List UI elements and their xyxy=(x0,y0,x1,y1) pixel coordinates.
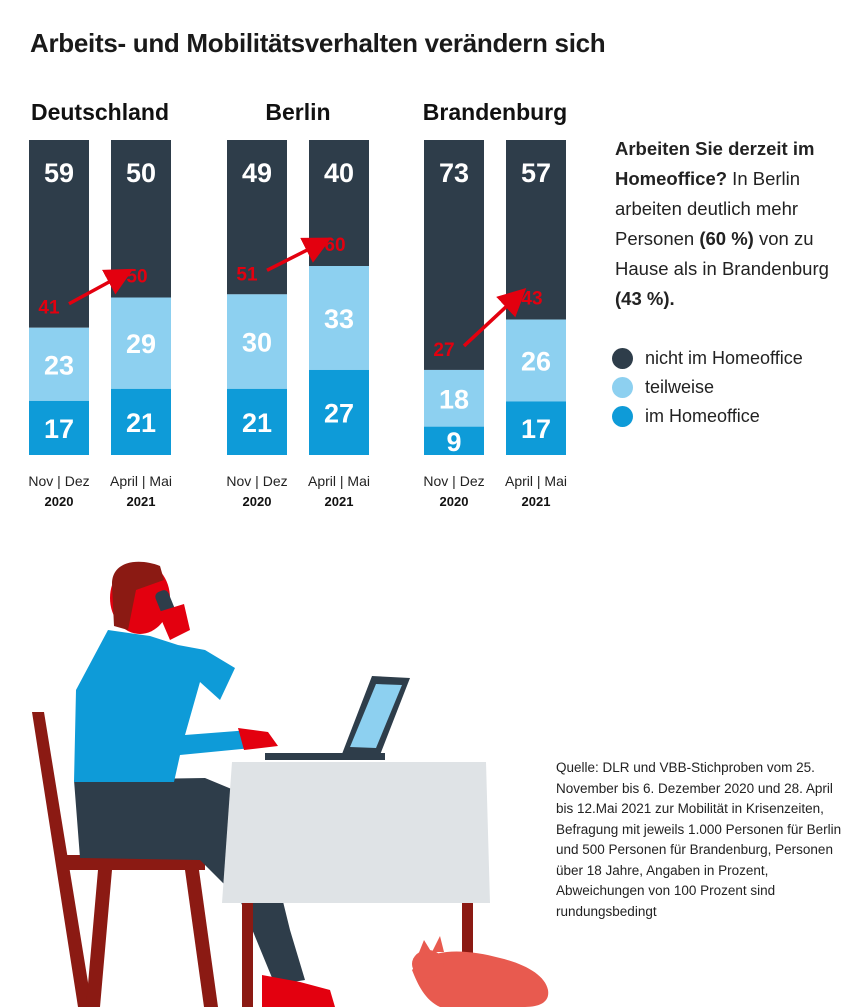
person-working-illustration xyxy=(32,561,549,1007)
segment-label-1-0-2: 21 xyxy=(242,408,272,438)
bar-segment-1-1-2 xyxy=(309,369,369,455)
bar-segment-1-0-0 xyxy=(227,140,287,295)
stacked-bar-chart: Deutschland 59 23 17 Nov | Dez 2020 50 29 21 Apri… xyxy=(28,99,567,509)
bar-segment-0-1-1 xyxy=(111,297,171,389)
segment-label-2-0-0: 73 xyxy=(439,158,469,188)
question-highlight-1: (60 %) xyxy=(699,228,754,249)
combined-label-1-1: 60 xyxy=(324,235,345,256)
segment-label-2-1-0: 57 xyxy=(521,158,551,188)
combined-arrow-1 xyxy=(266,237,332,272)
bar-segment-1-0-1 xyxy=(227,294,287,389)
legend-swatch-nicht xyxy=(612,348,633,369)
group-title-2: Brandenburg xyxy=(423,99,567,125)
head-illustration xyxy=(110,561,335,1007)
segment-label-2-1-1: 26 xyxy=(521,347,551,377)
combined-arrow-2 xyxy=(462,288,527,348)
question-text-2: von zu Hause als in Brandenburg xyxy=(615,228,829,279)
period-label-2-0: Nov | Dez xyxy=(423,473,484,489)
segment-label-1-1-2: 27 xyxy=(324,398,354,428)
bar-segment-0-1-2 xyxy=(111,388,171,455)
segment-label-0-1-2: 21 xyxy=(126,408,156,438)
question-text-1: In Berlin arbeiten deutlich mehr Persone… xyxy=(615,168,801,249)
segment-label-0-0-1: 23 xyxy=(44,350,74,380)
segment-label-1-0-0: 49 xyxy=(242,158,272,188)
year-label-1-1: 2021 xyxy=(325,494,354,509)
period-label-1-0: Nov | Dez xyxy=(226,473,287,489)
bar-segment-0-0-1 xyxy=(29,327,89,401)
segment-label-0-1-0: 50 xyxy=(126,158,156,188)
segment-label-1-1-0: 40 xyxy=(324,158,354,188)
legend-item-home: im Homeoffice xyxy=(612,402,803,431)
segment-label-0-0-0: 59 xyxy=(44,158,74,188)
chart-title: Arbeits- und Mobilitätsverhalten verände… xyxy=(30,28,606,58)
bar-segment-2-0-2 xyxy=(424,426,484,455)
bar-segment-0-0-2 xyxy=(29,400,89,455)
legend-item-nicht: nicht im Homeoffice xyxy=(612,344,803,373)
question-text: Arbeiten Sie derzeit im Homeoffice? In B… xyxy=(615,134,850,314)
combined-label-0-1: 50 xyxy=(126,267,147,288)
year-label-0-0: 2020 xyxy=(45,494,74,509)
combined-label-0-0: 41 xyxy=(38,298,60,319)
year-label-2-0: 2020 xyxy=(440,494,469,509)
segment-label-0-1-1: 29 xyxy=(126,329,156,359)
bar-segment-1-0-2 xyxy=(227,388,287,455)
group-title-1: Berlin xyxy=(265,99,330,125)
bar-segment-2-1-2 xyxy=(506,401,566,455)
year-label-2-1: 2021 xyxy=(522,494,551,509)
segment-label-1-1-1: 33 xyxy=(324,304,354,334)
legend-swatch-teilweise xyxy=(612,377,633,398)
combined-label-1-0: 51 xyxy=(236,264,258,285)
year-label-0-1: 2021 xyxy=(127,494,156,509)
question-highlight-2: (43 %). xyxy=(615,288,675,309)
cat-illustration xyxy=(412,936,549,1007)
legend-item-teilweise: teilweise xyxy=(612,373,803,402)
combined-arrow-0 xyxy=(68,268,134,306)
legend: nicht im Homeoffice teilweise im Homeoff… xyxy=(612,344,803,431)
combined-label-2-0: 27 xyxy=(433,340,454,361)
period-label-1-1: April | Mai xyxy=(308,473,370,489)
segment-label-2-0-2: 9 xyxy=(446,427,461,457)
segment-label-2-0-1: 18 xyxy=(439,384,469,414)
legend-label-nicht: nicht im Homeoffice xyxy=(645,348,803,368)
combined-label-2-1: 43 xyxy=(521,289,542,310)
sweater-illustration xyxy=(74,630,252,782)
question-bold: Arbeiten Sie derzeit im Homeoffice? xyxy=(615,138,815,189)
segment-label-0-0-2: 17 xyxy=(44,414,74,444)
bar-segment-2-0-1 xyxy=(424,369,484,427)
year-label-1-0: 2020 xyxy=(243,494,272,509)
segment-label-2-1-2: 17 xyxy=(521,414,551,444)
source-note: Quelle: DLR und VBB-Stichproben vom 25. … xyxy=(556,760,842,919)
laptop-illustration xyxy=(265,676,410,760)
legend-label-home: im Homeoffice xyxy=(645,406,760,426)
period-label-0-1: April | Mai xyxy=(110,473,172,489)
bar-segment-1-1-1 xyxy=(309,266,369,370)
period-label-0-0: Nov | Dez xyxy=(28,473,89,489)
period-label-2-1: April | Mai xyxy=(505,473,567,489)
group-title-0: Deutschland xyxy=(31,99,169,125)
legend-swatch-home xyxy=(612,406,633,427)
segment-label-1-0-1: 30 xyxy=(242,328,272,358)
legend-label-teilweise: teilweise xyxy=(645,377,715,397)
bar-segment-2-1-1 xyxy=(506,319,566,402)
bar-segment-2-0-0 xyxy=(424,140,484,370)
